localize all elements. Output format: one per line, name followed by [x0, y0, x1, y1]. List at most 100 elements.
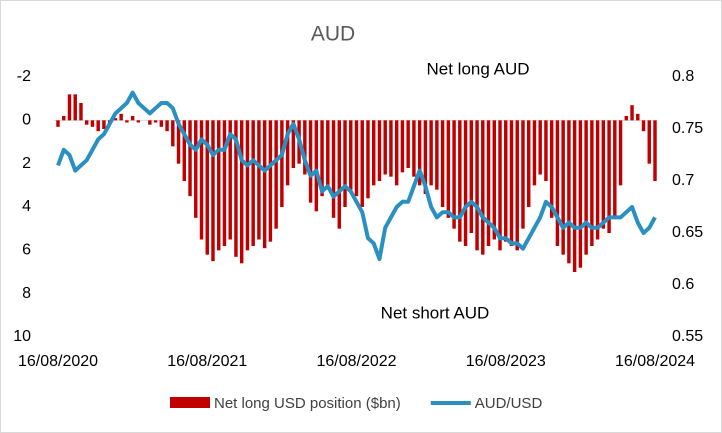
bar	[595, 120, 600, 240]
bar	[222, 120, 227, 246]
bar	[504, 120, 508, 242]
bar	[182, 120, 187, 181]
bar	[412, 120, 416, 177]
bar	[481, 120, 485, 255]
bar	[262, 120, 267, 249]
y-tick-label: 10	[13, 328, 31, 345]
bar	[567, 120, 571, 264]
bar	[354, 120, 359, 197]
bar	[544, 120, 548, 181]
bar	[423, 120, 428, 194]
bar	[159, 120, 164, 127]
bar	[429, 120, 433, 186]
bar	[337, 120, 342, 229]
annotation: Net long AUD	[427, 59, 530, 78]
bar	[578, 120, 583, 268]
bar	[561, 120, 565, 255]
bar	[211, 120, 215, 262]
bar	[458, 120, 462, 242]
bar	[285, 120, 290, 186]
bar	[343, 120, 347, 207]
bar	[618, 120, 623, 186]
bar	[79, 103, 83, 121]
bar	[188, 120, 192, 197]
bar	[228, 120, 232, 240]
bar	[171, 120, 175, 147]
bar	[217, 120, 221, 251]
bar	[148, 120, 152, 125]
bar	[56, 120, 60, 127]
bar	[320, 120, 324, 197]
bar	[136, 120, 141, 123]
bar	[532, 120, 537, 186]
bar	[268, 120, 273, 242]
bar	[360, 120, 364, 207]
x-tick-label: 16/08/2022	[316, 353, 396, 370]
bar	[257, 120, 261, 240]
bar	[515, 120, 519, 251]
x-tick-label: 16/08/2020	[18, 353, 98, 370]
bar	[274, 120, 278, 229]
bar	[331, 120, 336, 218]
bar	[526, 120, 531, 207]
bar	[291, 120, 296, 168]
bar	[572, 120, 577, 272]
bar	[314, 120, 319, 212]
bar	[205, 120, 209, 255]
bar	[234, 120, 238, 257]
bar	[67, 94, 72, 121]
bar	[239, 120, 244, 264]
bar	[417, 120, 422, 186]
bar	[377, 120, 382, 181]
legend-label: AUD/USD	[475, 395, 543, 412]
bar	[389, 120, 393, 177]
bar	[446, 120, 451, 218]
bar	[584, 120, 588, 255]
x-tick-label: 16/08/2021	[167, 353, 247, 370]
bar	[102, 120, 106, 129]
bar	[601, 120, 606, 229]
bar	[366, 120, 370, 199]
bar	[538, 120, 542, 175]
bar	[153, 120, 158, 123]
bar	[469, 120, 474, 233]
bar	[452, 120, 456, 229]
y-tick-label: 4	[22, 198, 31, 215]
bar	[62, 116, 66, 121]
y-tick-label: 2	[22, 155, 31, 172]
bar	[613, 120, 617, 218]
bar	[492, 120, 496, 240]
bar	[90, 120, 95, 127]
bar	[636, 113, 640, 121]
y2-tick-label: 0.65	[672, 224, 703, 241]
bar	[280, 120, 284, 207]
bar	[498, 120, 502, 251]
bar	[624, 116, 629, 121]
y-tick-label: -2	[17, 68, 31, 85]
bar	[475, 120, 479, 251]
bar	[125, 120, 129, 123]
bar	[73, 94, 77, 121]
legend-swatch	[170, 397, 210, 408]
bar	[326, 120, 330, 186]
annotation: Net short AUD	[381, 303, 490, 322]
bar	[349, 120, 353, 190]
y2-tick-label: 0.7	[672, 172, 694, 189]
legend-label: Net long USD position ($bn)	[214, 395, 401, 412]
bar	[486, 120, 491, 246]
bar	[630, 105, 634, 121]
bar	[463, 120, 468, 246]
bar	[176, 120, 181, 164]
bar	[84, 120, 89, 125]
bar	[251, 120, 255, 246]
bar	[383, 120, 387, 175]
y-tick-label: 0	[22, 112, 31, 129]
y-tick-label: 8	[22, 285, 31, 302]
x-tick-label: 16/08/2023	[466, 353, 546, 370]
line	[56, 90, 657, 261]
y2-tick-label: 0.75	[672, 120, 703, 137]
bar	[394, 120, 399, 186]
bar	[113, 118, 118, 121]
